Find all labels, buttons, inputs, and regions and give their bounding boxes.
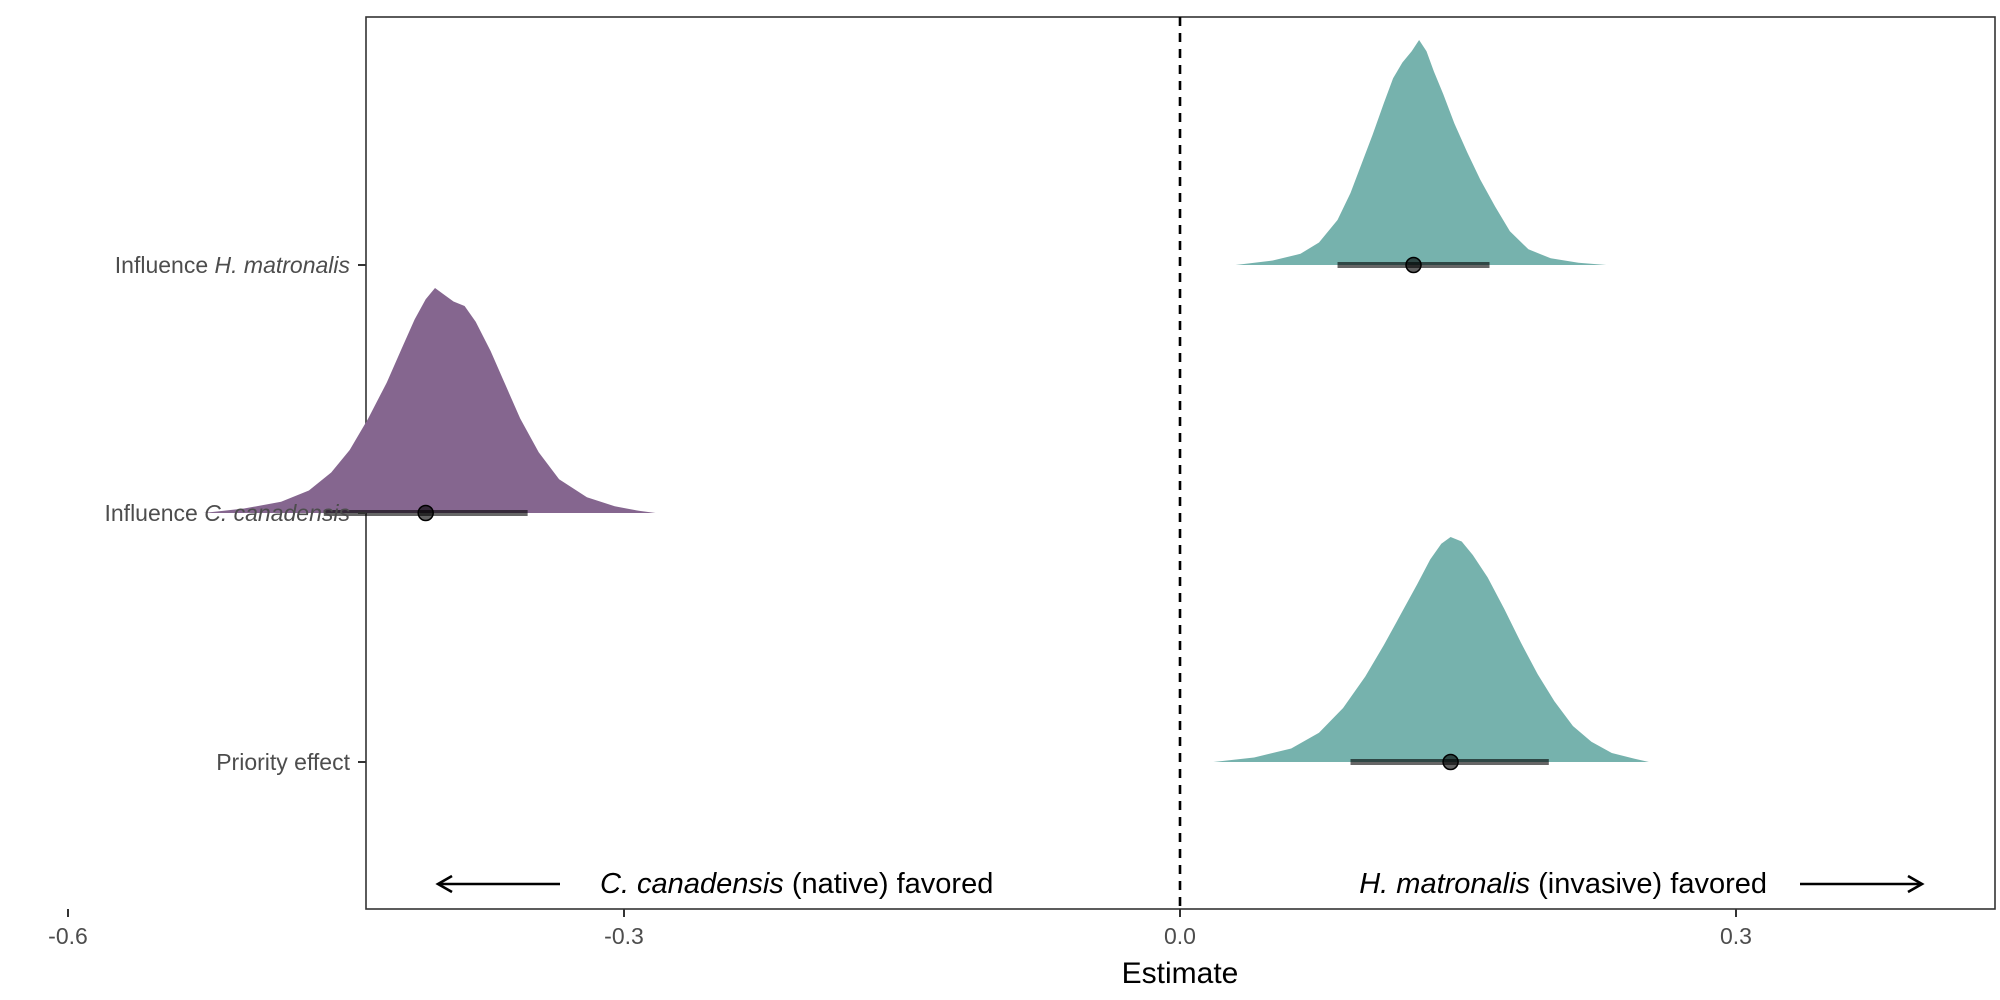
x-tick-label: -0.3 [604, 923, 644, 949]
density-shape-0 [1235, 40, 1607, 265]
x-tick-label: -0.6 [48, 923, 88, 949]
x-tick-label: 0.3 [1720, 923, 1752, 949]
right-annotation: H. matronalis (invasive) favored [1359, 868, 1925, 900]
y-tick-label: Influence H. matronalis [115, 252, 351, 278]
y-axis-labels: Influence H. matronalis Influence C. cana… [105, 252, 366, 775]
y-tick-label: Influence C. canadensis [105, 500, 351, 526]
x-axis: -0.6-0.30.00.30.6 [48, 909, 1752, 949]
point-estimate-2 [1442, 753, 1459, 771]
x-axis-title: Estimate [1122, 957, 1239, 990]
left-arrow-head-icon [435, 874, 453, 894]
y-tick-label: Priority effect [216, 749, 350, 775]
right-annotation-text: H. matronalis (invasive) favored [1359, 868, 1767, 900]
point-estimate-0 [1405, 256, 1422, 274]
density-shape-2 [1213, 537, 1649, 762]
right-arrow-head-icon [1907, 874, 1925, 894]
density-layer [203, 40, 1649, 762]
x-tick-label: 0.0 [1164, 923, 1196, 949]
density-shape-1 [203, 288, 656, 513]
interval-layer [323, 256, 1549, 771]
point-estimate-1 [417, 504, 434, 522]
left-annotation: C. canadensis (native) favored [435, 868, 993, 900]
left-annotation-text: C. canadensis (native) favored [600, 868, 993, 900]
